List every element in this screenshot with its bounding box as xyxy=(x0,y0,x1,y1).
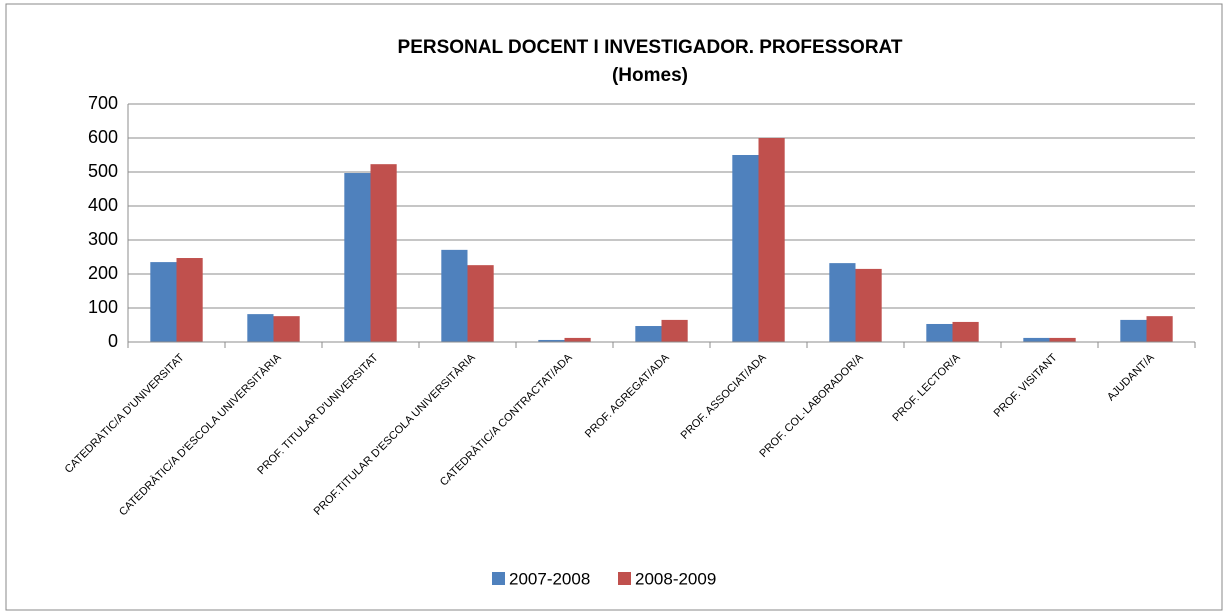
y-tick-label: 300 xyxy=(88,229,118,249)
legend-label: 2008-2009 xyxy=(635,569,716,588)
bar xyxy=(952,321,979,342)
bar xyxy=(1049,337,1076,342)
bar xyxy=(1146,316,1173,342)
bar xyxy=(370,164,397,342)
bar xyxy=(758,138,785,342)
bar xyxy=(564,337,591,342)
y-tick-label: 100 xyxy=(88,297,118,317)
legend-swatch xyxy=(618,572,631,585)
bar xyxy=(344,173,371,342)
y-tick-label: 500 xyxy=(88,161,118,181)
y-tick-label: 0 xyxy=(108,331,118,351)
y-tick-label: 200 xyxy=(88,263,118,283)
bar xyxy=(926,323,953,342)
bar xyxy=(829,263,856,342)
chart-frame xyxy=(5,3,1223,611)
bar xyxy=(176,258,203,342)
bar xyxy=(247,314,274,342)
y-tick-label: 700 xyxy=(88,93,118,113)
y-tick-label: 600 xyxy=(88,127,118,147)
bar xyxy=(855,268,882,342)
bar xyxy=(273,316,300,342)
legend-swatch xyxy=(492,572,505,585)
bar xyxy=(467,265,494,342)
bar xyxy=(635,326,662,342)
bar xyxy=(1120,319,1147,342)
legend-label: 2007-2008 xyxy=(509,569,590,588)
bar xyxy=(441,249,468,342)
bar xyxy=(732,155,759,342)
bar xyxy=(661,319,688,342)
bar xyxy=(538,339,565,342)
chart-subtitle: (Homes) xyxy=(612,65,688,86)
chart-title: PERSONAL DOCENT I INVESTIGADOR. PROFESSO… xyxy=(398,37,903,58)
bar xyxy=(150,262,177,342)
bar xyxy=(1023,337,1050,342)
y-tick-label: 400 xyxy=(88,195,118,215)
